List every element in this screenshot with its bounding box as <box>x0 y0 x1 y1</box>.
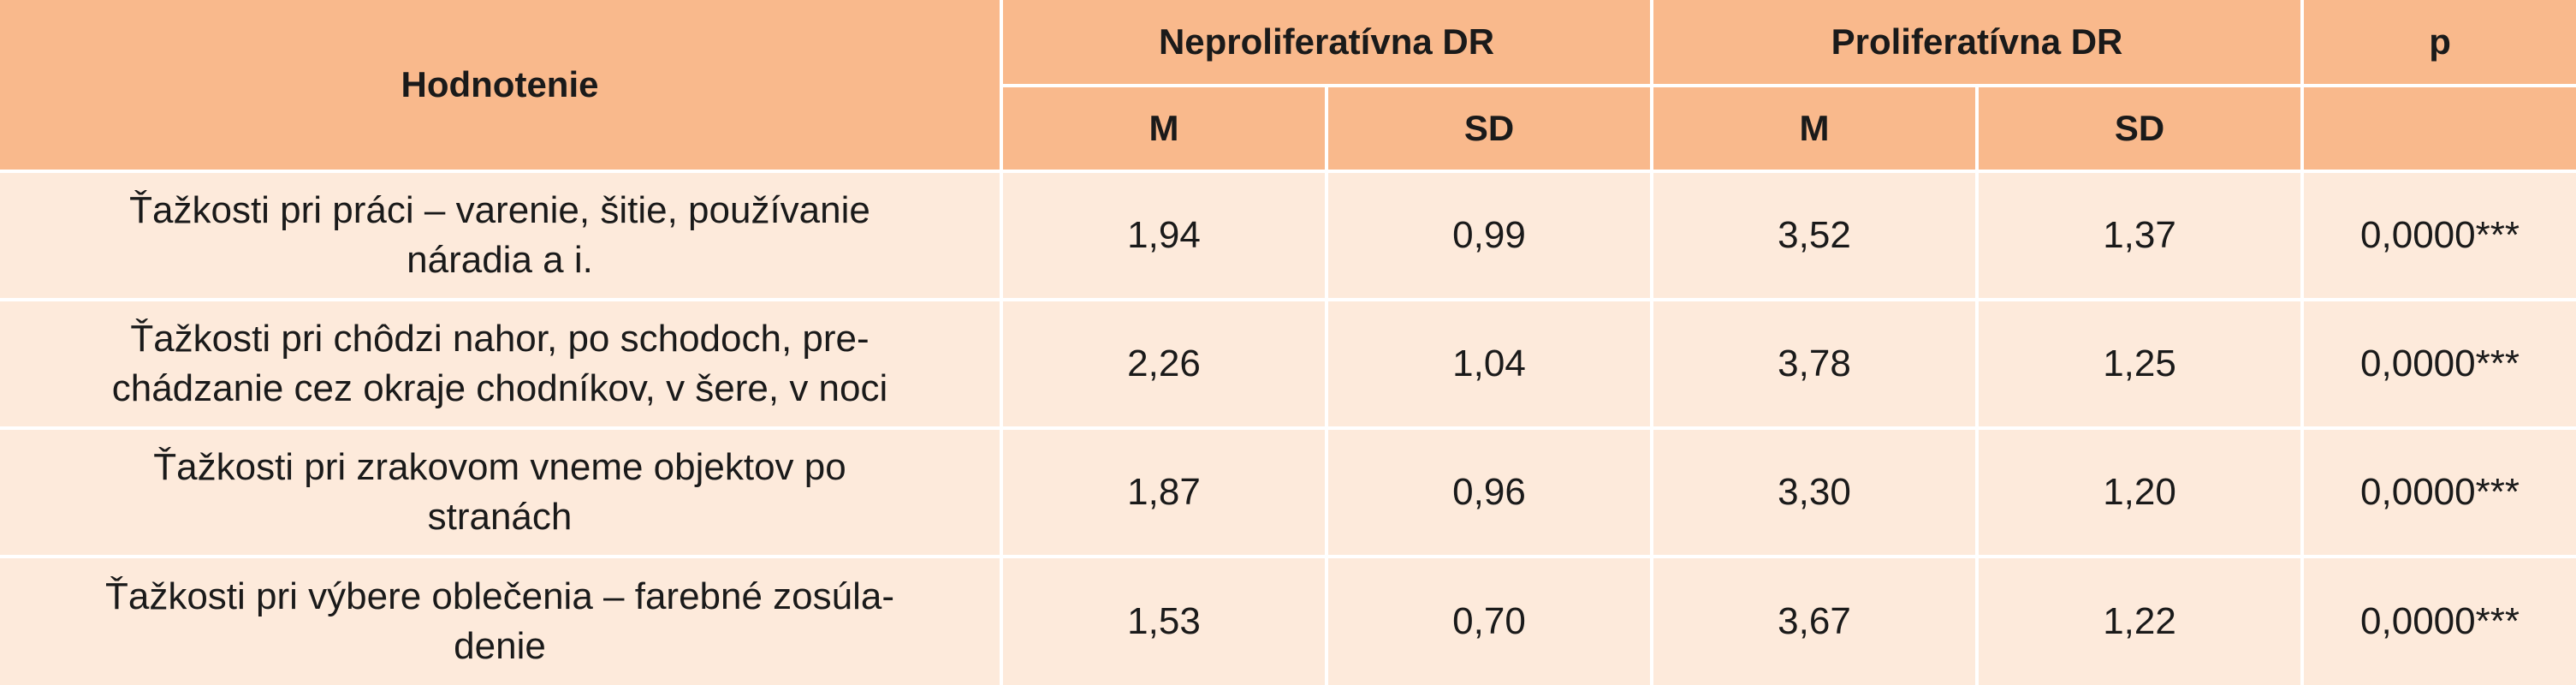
cell-m-neproliferativna: 1,87 <box>1001 428 1328 558</box>
cell-m-proliferativna: 3,52 <box>1652 171 1979 301</box>
row-label-line: Ťažkosti pri chôdzi nahor, po schodoch, … <box>130 318 870 360</box>
cell-p: 0,0000*** <box>2302 300 2576 430</box>
cell-m-neproliferativna: 1,94 <box>1001 171 1328 301</box>
cell-p: 0,0000*** <box>2302 428 2576 558</box>
row-label-line: Ťažkosti pri zrakovom vneme objektov po <box>153 446 846 488</box>
header-m-neproliferativna: M <box>1001 86 1328 173</box>
header-hodnotenie: Hodnotenie <box>0 0 1003 173</box>
row-label-line: chádzanie cez okraje chodníkov, v šere, … <box>111 367 888 409</box>
cell-m-proliferativna: 3,30 <box>1652 428 1979 558</box>
header-p: p <box>2302 0 2576 87</box>
row-label-line: náradia a i. <box>407 239 593 281</box>
header-neproliferativna: Neproliferatívna DR <box>1001 0 1653 87</box>
row-label: Ťažkosti pri zrakovom vneme objektov po … <box>0 428 1003 558</box>
row-label: Ťažkosti pri práci – varenie, šitie, pou… <box>0 171 1003 301</box>
header-row-groups: Hodnotenie Neproliferatívna DR Prolifera… <box>0 0 2576 173</box>
cell-sd-proliferativna: 1,37 <box>1977 171 2305 301</box>
cell-p: 0,0000*** <box>2302 557 2576 685</box>
cell-p: 0,0000*** <box>2302 171 2576 301</box>
cell-sd-proliferativna: 1,22 <box>1977 557 2305 685</box>
cell-sd-proliferativna: 1,20 <box>1977 428 2305 558</box>
cell-sd-proliferativna: 1,25 <box>1977 300 2305 430</box>
cell-sd-neproliferativna: 0,96 <box>1327 428 1653 558</box>
cell-m-neproliferativna: 2,26 <box>1001 300 1328 430</box>
table-row: Ťažkosti pri práci – varenie, šitie, pou… <box>0 171 2576 301</box>
header-sd-neproliferativna: SD <box>1327 86 1653 173</box>
cell-m-proliferativna: 3,67 <box>1652 557 1979 685</box>
table-row: Ťažkosti pri zrakovom vneme objektov po … <box>0 428 2576 558</box>
header-sd-proliferativna: SD <box>1977 86 2305 173</box>
header-m-proliferativna: M <box>1652 86 1979 173</box>
row-label-line: Ťažkosti pri výbere oblečenia – farebné … <box>104 575 895 617</box>
table-row: Ťažkosti pri výbere oblečenia – farebné … <box>0 557 2576 685</box>
header-proliferativna: Proliferatívna DR <box>1652 0 2305 87</box>
cell-m-neproliferativna: 1,53 <box>1001 557 1328 685</box>
header-p-empty <box>2302 86 2576 173</box>
cell-m-proliferativna: 3,78 <box>1652 300 1979 430</box>
row-label: Ťažkosti pri chôdzi nahor, po schodoch, … <box>0 300 1003 430</box>
cell-sd-neproliferativna: 0,99 <box>1327 171 1653 301</box>
row-label-line: Ťažkosti pri práci – varenie, šitie, pou… <box>129 189 870 231</box>
row-label-line: stranách <box>427 496 573 538</box>
cell-sd-neproliferativna: 1,04 <box>1327 300 1653 430</box>
table-row: Ťažkosti pri chôdzi nahor, po schodoch, … <box>0 300 2576 430</box>
cell-sd-neproliferativna: 0,70 <box>1327 557 1653 685</box>
row-label-line: denie <box>454 625 546 667</box>
row-label: Ťažkosti pri výbere oblečenia – farebné … <box>0 557 1003 685</box>
header-row-stats: M SD M SD <box>0 86 2576 173</box>
